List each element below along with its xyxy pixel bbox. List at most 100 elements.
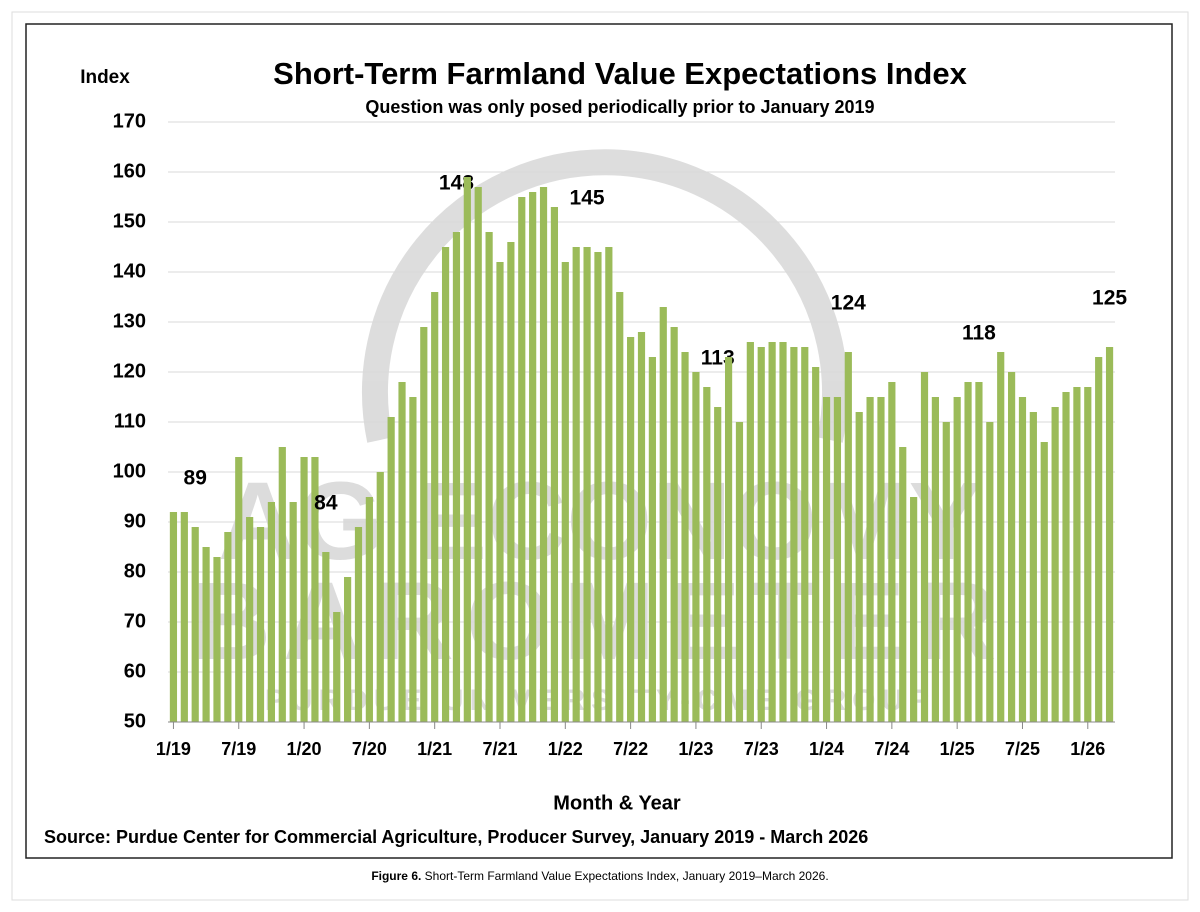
bar bbox=[670, 327, 678, 722]
outer-frame bbox=[11, 11, 1189, 901]
x-tick-label: 7/22 bbox=[613, 739, 648, 759]
y-axis-label: Index bbox=[80, 67, 130, 88]
bar bbox=[877, 397, 885, 722]
bar bbox=[931, 397, 939, 722]
bar bbox=[746, 342, 754, 722]
y-tick-label: 150 bbox=[113, 210, 146, 232]
bar bbox=[692, 372, 700, 722]
x-tick-label: 1/24 bbox=[809, 739, 844, 759]
bar bbox=[485, 232, 493, 722]
bar bbox=[452, 232, 461, 722]
y-tick-label: 160 bbox=[113, 160, 146, 182]
x-tick-label: 1/23 bbox=[678, 739, 713, 759]
bar bbox=[256, 527, 265, 722]
bar bbox=[975, 382, 983, 722]
y-tick-label: 140 bbox=[113, 260, 146, 282]
x-tick-label: 1/19 bbox=[156, 739, 191, 759]
bar bbox=[1084, 387, 1092, 722]
bar bbox=[779, 342, 787, 722]
bar bbox=[616, 292, 624, 722]
data-label: 145 bbox=[570, 187, 605, 210]
bar bbox=[300, 457, 308, 722]
y-tick-label: 170 bbox=[113, 110, 146, 132]
bar bbox=[550, 207, 559, 722]
caption: Figure 6. Short-Term Farmland Value Expe… bbox=[371, 869, 828, 883]
bar bbox=[866, 397, 874, 722]
x-tick-label: 7/23 bbox=[744, 739, 779, 759]
y-tick-label: 50 bbox=[124, 710, 146, 732]
x-tick-label: 7/24 bbox=[874, 739, 909, 759]
bar bbox=[986, 422, 994, 722]
bar bbox=[289, 502, 297, 722]
y-tick-label: 60 bbox=[124, 660, 146, 682]
bar bbox=[224, 532, 232, 722]
y-tick-label: 70 bbox=[124, 610, 146, 632]
x-axis-label: Month & Year bbox=[553, 792, 681, 814]
data-label: 124 bbox=[831, 292, 866, 315]
bar bbox=[888, 382, 896, 722]
bar bbox=[1040, 442, 1048, 722]
bar bbox=[180, 512, 188, 722]
bar bbox=[1062, 392, 1070, 722]
bar bbox=[322, 552, 330, 722]
bar bbox=[681, 352, 689, 722]
y-tick-label: 80 bbox=[124, 560, 146, 582]
bar bbox=[899, 447, 907, 722]
bar bbox=[583, 247, 591, 722]
data-label: 118 bbox=[962, 322, 996, 345]
bar bbox=[801, 347, 809, 722]
bar bbox=[278, 447, 286, 722]
x-tick-label: 1/25 bbox=[940, 739, 975, 759]
x-tick-label: 7/19 bbox=[221, 739, 256, 759]
bar bbox=[659, 307, 667, 722]
bar bbox=[910, 497, 918, 722]
bar bbox=[964, 382, 972, 722]
data-label: 125 bbox=[1092, 287, 1127, 310]
bar bbox=[1073, 387, 1081, 722]
x-tick-label: 1/22 bbox=[548, 739, 583, 759]
bar bbox=[387, 417, 395, 722]
bar bbox=[1007, 372, 1016, 722]
data-label: 89 bbox=[184, 467, 207, 490]
bar bbox=[1105, 347, 1114, 722]
bar bbox=[605, 247, 613, 722]
bar bbox=[344, 577, 352, 722]
bar bbox=[768, 342, 776, 722]
bar bbox=[463, 177, 471, 722]
x-tick-label: 7/25 bbox=[1005, 739, 1040, 759]
bar bbox=[529, 192, 537, 722]
bar bbox=[431, 292, 439, 722]
bar bbox=[1018, 397, 1027, 722]
bar bbox=[213, 557, 221, 722]
bar bbox=[648, 357, 656, 722]
bar bbox=[703, 387, 711, 722]
bar bbox=[235, 457, 243, 722]
bar bbox=[420, 327, 428, 722]
watermark-arc bbox=[362, 149, 848, 443]
bar bbox=[1095, 357, 1103, 722]
chart-title: Short-Term Farmland Value Expectations I… bbox=[273, 56, 967, 91]
bar bbox=[735, 422, 744, 722]
bar bbox=[441, 247, 450, 722]
bar bbox=[333, 612, 341, 722]
caption-label: Figure 6. bbox=[371, 869, 421, 883]
bar bbox=[311, 457, 319, 722]
bar bbox=[637, 332, 646, 722]
bar bbox=[855, 412, 863, 722]
bar bbox=[474, 187, 482, 722]
bar bbox=[398, 382, 406, 722]
bar bbox=[627, 337, 635, 722]
bar bbox=[267, 502, 276, 722]
caption-text: Short-Term Farmland Value Expectations I… bbox=[425, 869, 829, 883]
bar bbox=[354, 527, 363, 722]
bar bbox=[844, 352, 852, 722]
x-tick-label: 7/21 bbox=[482, 739, 517, 759]
bar bbox=[714, 407, 722, 722]
bar bbox=[246, 517, 254, 722]
bar bbox=[812, 367, 820, 722]
bar bbox=[169, 512, 178, 722]
y-tick-label: 90 bbox=[124, 510, 146, 532]
bar bbox=[202, 547, 210, 722]
bar bbox=[724, 357, 733, 722]
